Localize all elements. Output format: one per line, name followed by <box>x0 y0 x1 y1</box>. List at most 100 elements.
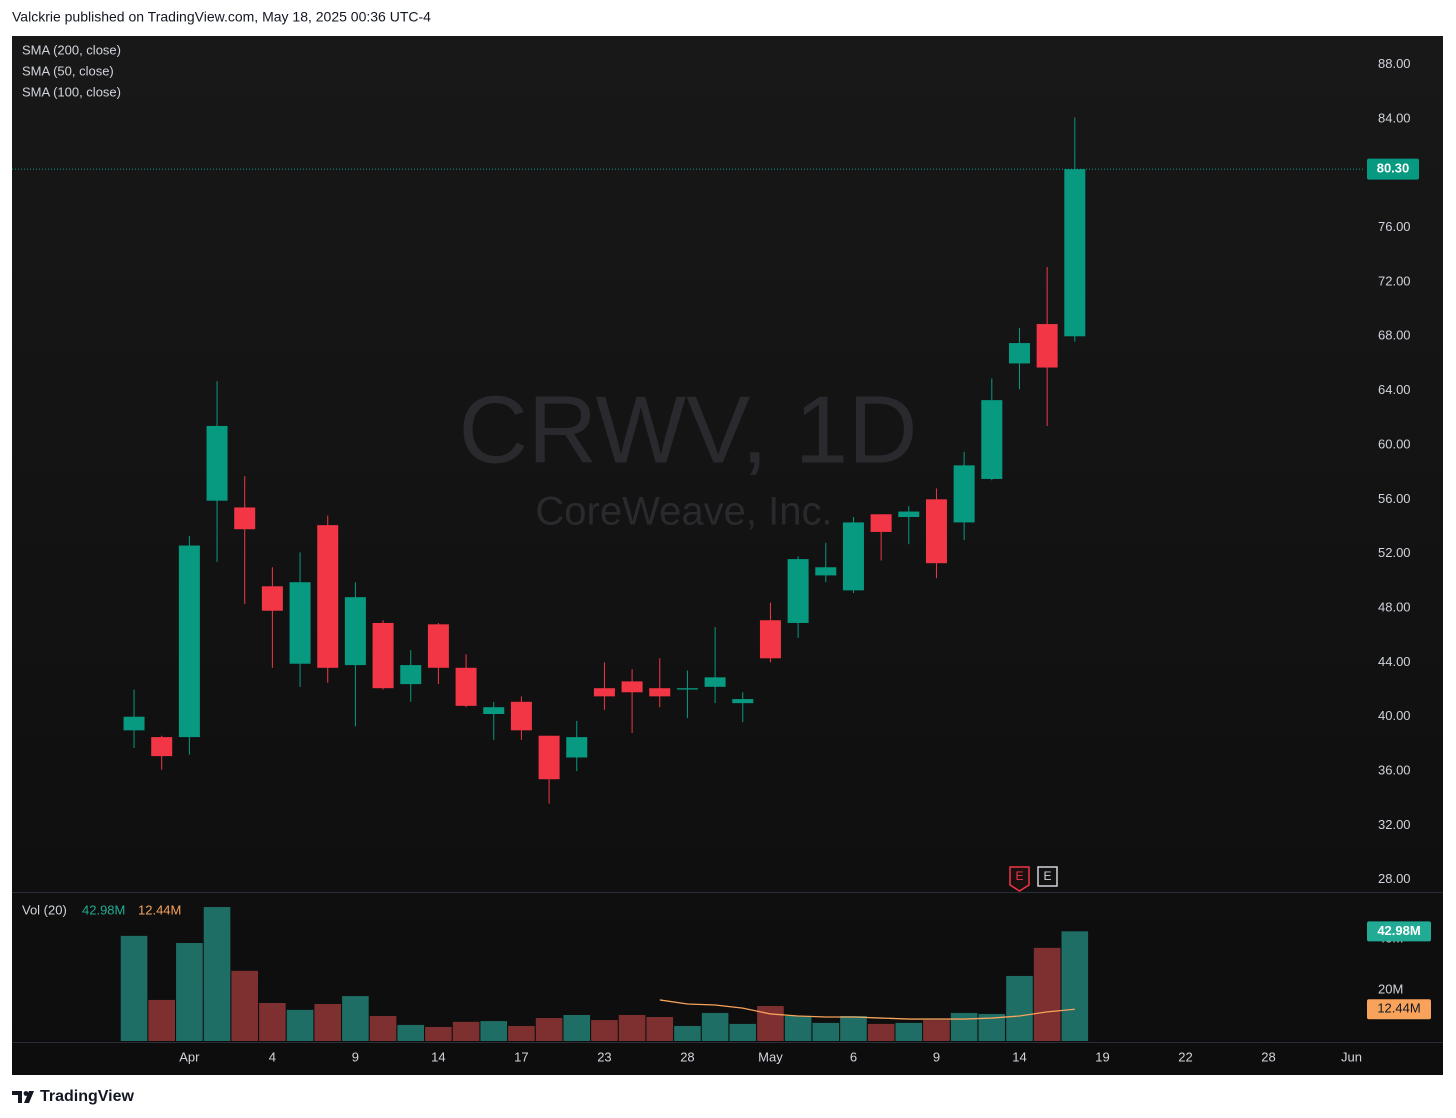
volume-legend: Vol (20) <box>22 902 67 917</box>
y-tick-label: 60.00 <box>1378 436 1411 451</box>
candle-body <box>953 465 975 523</box>
y-tick-label: 20M <box>1378 981 1403 996</box>
x-tick-label: 22 <box>1178 1049 1192 1064</box>
last-price-label: 80.30 <box>1377 161 1410 176</box>
y-tick-label: 52.00 <box>1378 545 1411 560</box>
volume-bar <box>674 1025 701 1041</box>
candle-body <box>455 667 477 706</box>
x-tick-label: May <box>758 1049 783 1064</box>
y-tick-label: 84.00 <box>1378 110 1411 125</box>
volume-bar <box>425 1026 452 1041</box>
volume-bar <box>535 1018 563 1041</box>
candle-body <box>178 545 200 738</box>
earnings-label: E <box>1043 869 1051 883</box>
volume-bar <box>397 1024 425 1041</box>
volume-bar <box>950 1012 978 1041</box>
candle-body <box>123 716 145 731</box>
volume-bar <box>784 1015 812 1041</box>
x-tick-label: 14 <box>1012 1049 1026 1064</box>
y-tick-label: 68.00 <box>1378 328 1411 343</box>
volume-bar <box>757 1006 784 1041</box>
logo <box>12 1091 34 1103</box>
candle-body <box>427 624 449 668</box>
volume-bar <box>812 1022 840 1041</box>
earnings-marker: E <box>1009 866 1030 892</box>
volume-bar <box>176 943 203 1041</box>
candle-body <box>483 707 505 715</box>
x-tick-label: 9 <box>352 1049 359 1064</box>
volume-bar <box>259 1002 286 1041</box>
candle-body <box>621 681 643 693</box>
watermark-subtitle: CoreWeave, Inc. <box>535 490 832 534</box>
x-tick-label: 6 <box>850 1049 857 1064</box>
y-tick-label: 56.00 <box>1378 491 1411 506</box>
candle-body <box>981 400 1003 479</box>
volume-bars <box>120 907 1089 1041</box>
candle-body <box>842 522 864 591</box>
indicator-legend: SMA (50, close) <box>22 63 114 78</box>
indicator-legend: SMA (100, close) <box>22 84 121 99</box>
candle-body <box>1064 169 1086 337</box>
volume-bar <box>369 1015 397 1041</box>
footer-brand: TradingView <box>40 1088 135 1105</box>
candle-body <box>234 507 256 530</box>
volume-bar <box>314 1004 342 1041</box>
volume-bar <box>729 1023 757 1041</box>
y-tick-label: 36.00 <box>1378 763 1411 778</box>
candle-body <box>925 499 947 564</box>
candle-body <box>317 525 339 668</box>
volume-bar <box>895 1022 923 1041</box>
y-tick-label: 88.00 <box>1378 56 1411 71</box>
x-tick-label: 23 <box>597 1049 611 1064</box>
y-tick-label: 40.00 <box>1378 708 1411 723</box>
candle-body <box>261 586 283 611</box>
candle-body <box>704 677 726 687</box>
earnings-marker: E <box>1037 866 1058 887</box>
candle-body <box>538 735 560 780</box>
volume-bar <box>563 1014 591 1041</box>
x-tick-label: Apr <box>179 1049 200 1064</box>
candle-body <box>732 699 754 704</box>
y-tick-label: 44.00 <box>1378 654 1411 669</box>
candle-body <box>400 665 422 685</box>
x-tick-label: Jun <box>1341 1049 1362 1064</box>
candle-body <box>372 622 394 689</box>
volume-bar <box>840 1015 867 1041</box>
volume-bar <box>286 1009 314 1041</box>
y-tick-label: 64.00 <box>1378 382 1411 397</box>
candle-body <box>1036 324 1058 368</box>
volume-bar <box>1061 931 1089 1041</box>
volume-bar <box>867 1023 895 1041</box>
y-tick-label: 48.00 <box>1378 599 1411 614</box>
volume-bar <box>646 1017 674 1041</box>
candle-body <box>566 737 588 758</box>
volume-bar <box>618 1014 646 1041</box>
volume-bar <box>148 999 176 1041</box>
watermark: CRWV, 1D <box>459 376 918 483</box>
chart-background <box>12 36 1443 1075</box>
last-price-badge <box>1367 158 1419 180</box>
volume-bar <box>701 1012 729 1041</box>
header-text: Valckrie published on TradingView.com, M… <box>12 9 431 25</box>
volume-bar <box>120 935 148 1041</box>
y-tick-label: 28.00 <box>1378 871 1411 886</box>
x-tick-label: 14 <box>431 1049 445 1064</box>
volume-bar <box>203 907 231 1041</box>
x-tick-label: 28 <box>680 1049 694 1064</box>
candle-body <box>289 582 311 664</box>
x-tick-label: 9 <box>933 1049 940 1064</box>
candle-body <box>151 737 173 757</box>
y-tick-label: 32.00 <box>1378 817 1411 832</box>
candles <box>123 117 1086 804</box>
x-tick-label: 28 <box>1261 1049 1275 1064</box>
x-tick-label: 17 <box>514 1049 528 1064</box>
candle-body <box>344 597 366 666</box>
volume-badge-label: 42.98M <box>1377 923 1420 938</box>
volume-bar <box>1033 947 1061 1041</box>
candle-body <box>759 620 781 659</box>
volume-sma-line <box>659 999 1075 1020</box>
volume-bar <box>342 996 369 1041</box>
volume-bar <box>923 1020 950 1041</box>
